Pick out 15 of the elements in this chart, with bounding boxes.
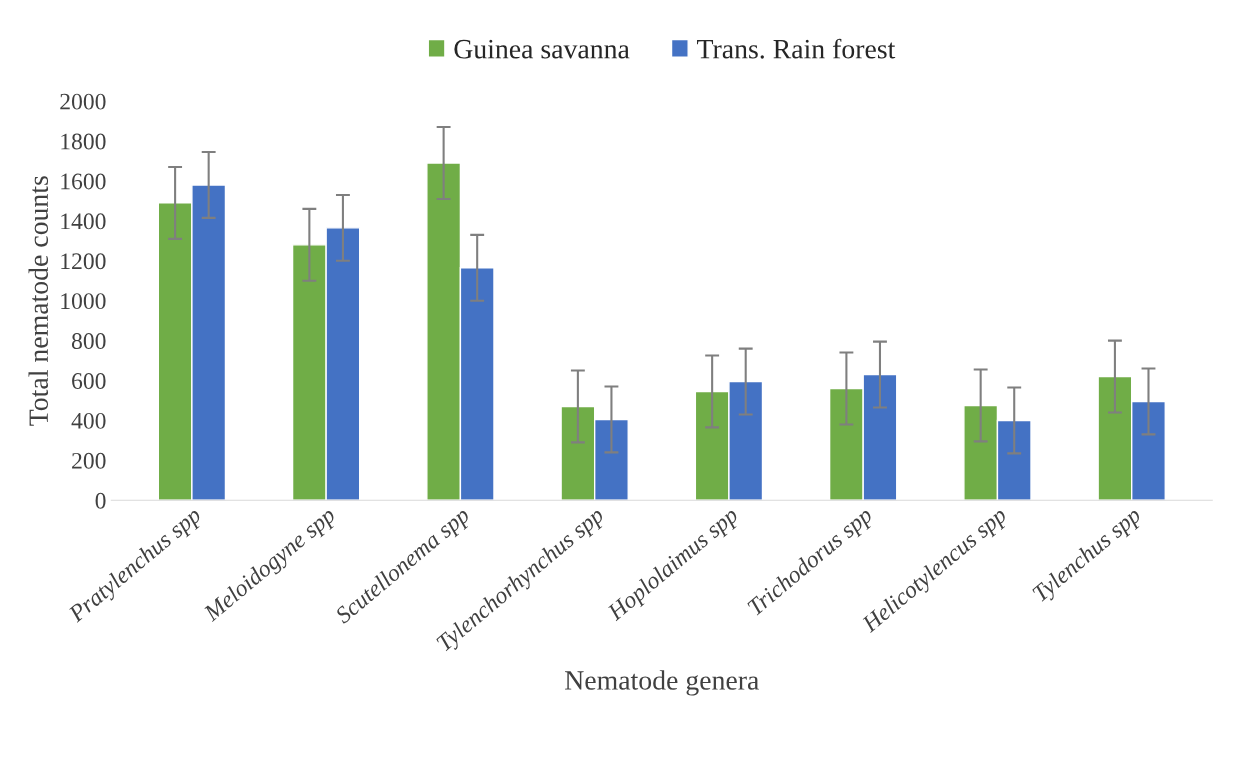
y-tick-label: 1400	[61, 213, 106, 230]
y-tick-label: 600	[72, 373, 106, 389]
y-tick-label: 200	[72, 452, 106, 469]
y-tick-label: 1800	[61, 133, 106, 150]
y-axis-title: Total nematode counts	[28, 176, 49, 426]
y-tick-label: 1600	[61, 173, 106, 190]
y-tick-label: 400	[71, 412, 106, 429]
y-tick-label: 800	[71, 333, 106, 350]
y-tick-label: 1200	[61, 253, 106, 270]
legend-label: Guinea savanna	[454, 39, 630, 59]
y-tick-label: 2000	[60, 93, 106, 110]
x-axis-title: Nematode genera	[565, 670, 759, 696]
y-tick-label: 0	[95, 492, 106, 509]
y-tick-label: 1000	[61, 293, 106, 310]
legend-label: Trans. Rain forest	[697, 38, 896, 59]
